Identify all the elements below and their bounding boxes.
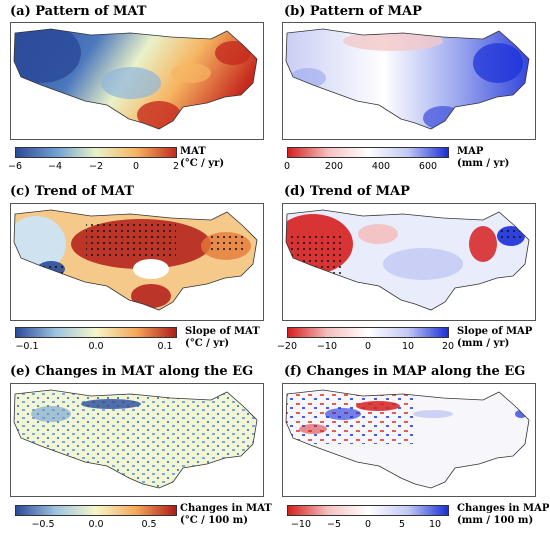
panel-d-colorbar-ticks: −20 −10 0 10 20 [277,341,454,357]
panel-e-colorbar-ticks: −0.5 0.0 0.5 [15,519,177,535]
panel-f-colorbar [287,505,449,516]
panel-e-map [13,389,258,489]
panel-d-tick: −10 [316,341,338,352]
panel-c-map [13,209,258,311]
panel-d-tick: 0 [364,341,372,352]
panel-d-colorbar-label-line2: (mm / yr) [457,338,510,349]
panel-e-tick: 0.0 [88,519,104,530]
panel-d-tick: −20 [276,341,298,352]
panel-e-map-frame [10,383,264,497]
panel-d-title: (d) Trend of MAP [284,184,410,199]
panel-a-colorbar-label-line2: (°C / yr) [180,158,225,169]
panel-b-colorbar-ticks: 0 200 400 600 [283,161,449,177]
panel-a-colorbar-label: MAT (°C / yr) [180,146,224,170]
panel-f-tick: 0 [364,519,372,530]
panel-a-colorbar [15,147,177,158]
panel-c-colorbar [15,327,177,338]
panel-f-tick: −10 [290,519,312,530]
panel-b-map-frame [282,22,536,140]
panel-a-tick: −6 [7,161,23,172]
panel-c-colorbar-ticks: −0.1 0.0 0.1 [15,341,177,357]
panel-a-colorbar-ticks: −6 −4 −2 0 2 [8,161,180,177]
panel-b-colorbar-label: MAP (mm / yr) [457,146,509,170]
panel-e-colorbar [15,505,177,516]
panel-a-colorbar-label-line1: MAT [180,146,206,157]
panel-d-map [285,209,530,311]
panel-f-tick: −5 [326,519,342,530]
panel-f-tick: 5 [398,519,406,530]
panel-d-tick: 20 [441,341,455,352]
panel-b-tick: 600 [418,161,438,172]
panel-f-colorbar-label: Changes in MAP (mm / 100 m) [457,503,549,527]
panel-d-map-frame [282,203,536,321]
panel-e-colorbar-label-line1: Changes in MAT [180,503,272,514]
panel-b-tick: 400 [371,161,391,172]
panel-b-tick: 0 [283,161,291,172]
panel-d-colorbar-label-line1: Slope of MAP [457,326,533,337]
panel-c-tick: 0.1 [157,341,173,352]
panel-f-colorbar-label-line1: Changes in MAP [457,503,550,514]
panel-c-colorbar-label-line1: Slope of MAT [185,326,260,337]
panel-c-tick: −0.1 [15,341,39,352]
panel-b-colorbar-label-line2: (mm / yr) [457,158,510,169]
panel-f-map-frame [282,383,536,497]
panel-f-colorbar-label-line2: (mm / 100 m) [457,515,534,526]
panel-c-tick: 0.0 [88,341,104,352]
panel-b-map [285,28,530,130]
panel-b-title: (b) Pattern of MAP [284,4,422,19]
panel-a-tick: 2 [172,161,180,172]
panel-e-colorbar-label-line2: (°C / 100 m) [180,515,248,526]
panel-f-map [285,389,530,489]
panel-d-colorbar-label: Slope of MAP (mm / yr) [457,326,532,350]
panel-b-tick: 200 [324,161,344,172]
panel-e-tick: 0.5 [141,519,157,530]
panel-d-colorbar [287,327,449,338]
panel-a-tick: −2 [88,161,104,172]
panel-a-map-frame [10,22,264,140]
panel-c-title: (c) Trend of MAT [10,184,134,199]
panel-f-tick: 10 [428,519,442,530]
panel-c-colorbar-label-line2: (°C / yr) [185,338,230,349]
panel-f-title: (f) Changes in MAP along the EG [284,364,526,379]
panel-c-map-frame [10,203,264,321]
panel-a-title: (a) Pattern of MAT [10,4,147,19]
panel-a-tick: −4 [47,161,63,172]
panel-a-tick: 0 [132,161,140,172]
panel-f-colorbar-ticks: −10 −5 0 5 10 [287,519,449,535]
panel-b-colorbar-label-line1: MAP [457,146,484,157]
panel-c-colorbar-label: Slope of MAT (°C / yr) [185,326,260,350]
panel-d-tick: 10 [401,341,415,352]
panel-b-colorbar [287,147,449,158]
panel-e-tick: −0.5 [31,519,55,530]
panel-e-colorbar-label: Changes in MAT (°C / 100 m) [180,503,272,527]
panel-e-title: (e) Changes in MAT along the EG [10,364,254,379]
panel-a-map [13,28,258,130]
